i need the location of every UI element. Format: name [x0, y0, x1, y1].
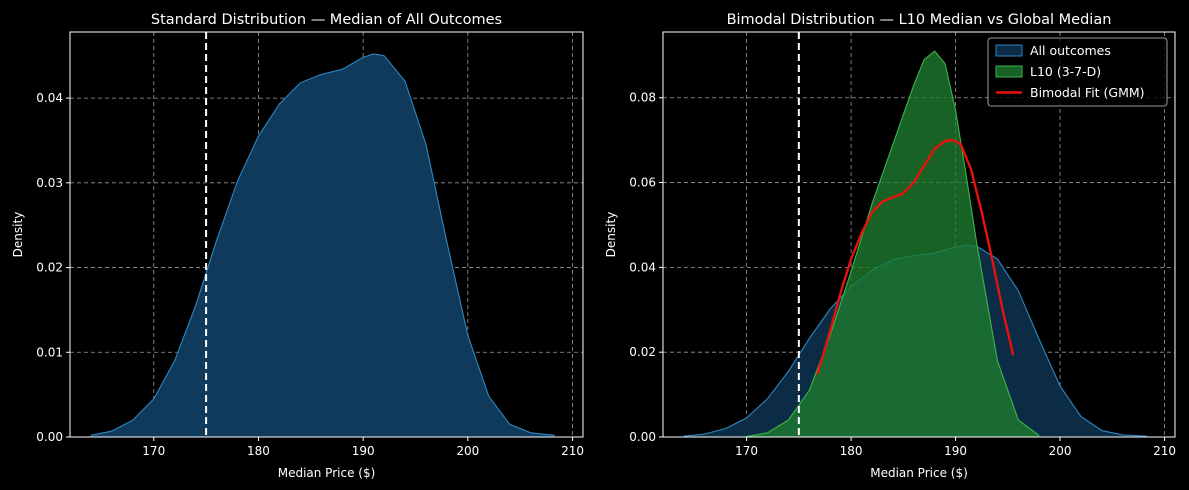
x-tick-label: 170 — [735, 444, 758, 458]
density-area-2 — [746, 51, 1040, 437]
chart-panel-1: 170 180 190 200 210 0.00 0.01 0.02 0.03 0.04 Stand… — [11, 12, 584, 480]
x-tick-label: 210 — [1153, 444, 1176, 458]
legend-label: All outcomes — [1030, 43, 1111, 58]
y-axis-label: Density — [11, 212, 25, 258]
legend-swatch — [995, 44, 1023, 57]
y-tick-label: 0.00 — [36, 430, 63, 444]
legend-box — [987, 37, 1168, 107]
density-area-1 — [90, 54, 555, 437]
legend: All outcomes L10 (3-7-D) Bimodal Fit (GMM) — [987, 37, 1168, 107]
y-axis-label: Density — [604, 212, 618, 258]
y-tick-label: 0.04 — [36, 91, 63, 105]
chart-title: Bimodal Distribution — L10 Median vs Glo… — [727, 12, 1112, 28]
y-tick-label: 0.02 — [629, 345, 656, 359]
y-tick-label: 0.02 — [36, 261, 63, 275]
x-tick-label: 200 — [1049, 444, 1072, 458]
x-tick-label: 190 — [352, 444, 375, 458]
legend-swatch — [995, 65, 1023, 78]
x-axis-label: Median Price ($) — [278, 466, 376, 480]
y-tick-label: 0.08 — [629, 91, 656, 105]
y-tick-label: 0.00 — [629, 430, 656, 444]
legend-label: Bimodal Fit (GMM) — [1030, 85, 1145, 100]
fit-line — [816, 138, 1015, 375]
density-outline-1 — [90, 53, 555, 436]
y-tick-label: 0.01 — [36, 345, 63, 359]
y-tick-label: 0.04 — [629, 260, 656, 274]
plot-frame — [662, 31, 1176, 438]
chart-panel-2: 170 180 190 200 210 0.00 0.02 0.04 0.06 0.08 Bimod… — [604, 12, 1176, 480]
x-tick-label: 210 — [561, 444, 584, 458]
y-tick-label: 0.03 — [36, 176, 63, 190]
plot-frame — [69, 31, 584, 438]
x-tick-label: 180 — [840, 444, 863, 458]
x-tick-label: 190 — [944, 444, 967, 458]
x-tick-label: 200 — [456, 444, 479, 458]
y-tick-label: 0.06 — [629, 176, 656, 190]
x-tick-label: 180 — [247, 444, 270, 458]
x-axis-label: Median Price ($) — [870, 466, 968, 480]
chart-title: Standard Distribution — Median of All Ou… — [151, 12, 502, 28]
x-tick-label: 170 — [142, 444, 165, 458]
legend-label: L10 (3-7-D) — [1030, 64, 1101, 79]
density-outline-2 — [746, 50, 1040, 438]
